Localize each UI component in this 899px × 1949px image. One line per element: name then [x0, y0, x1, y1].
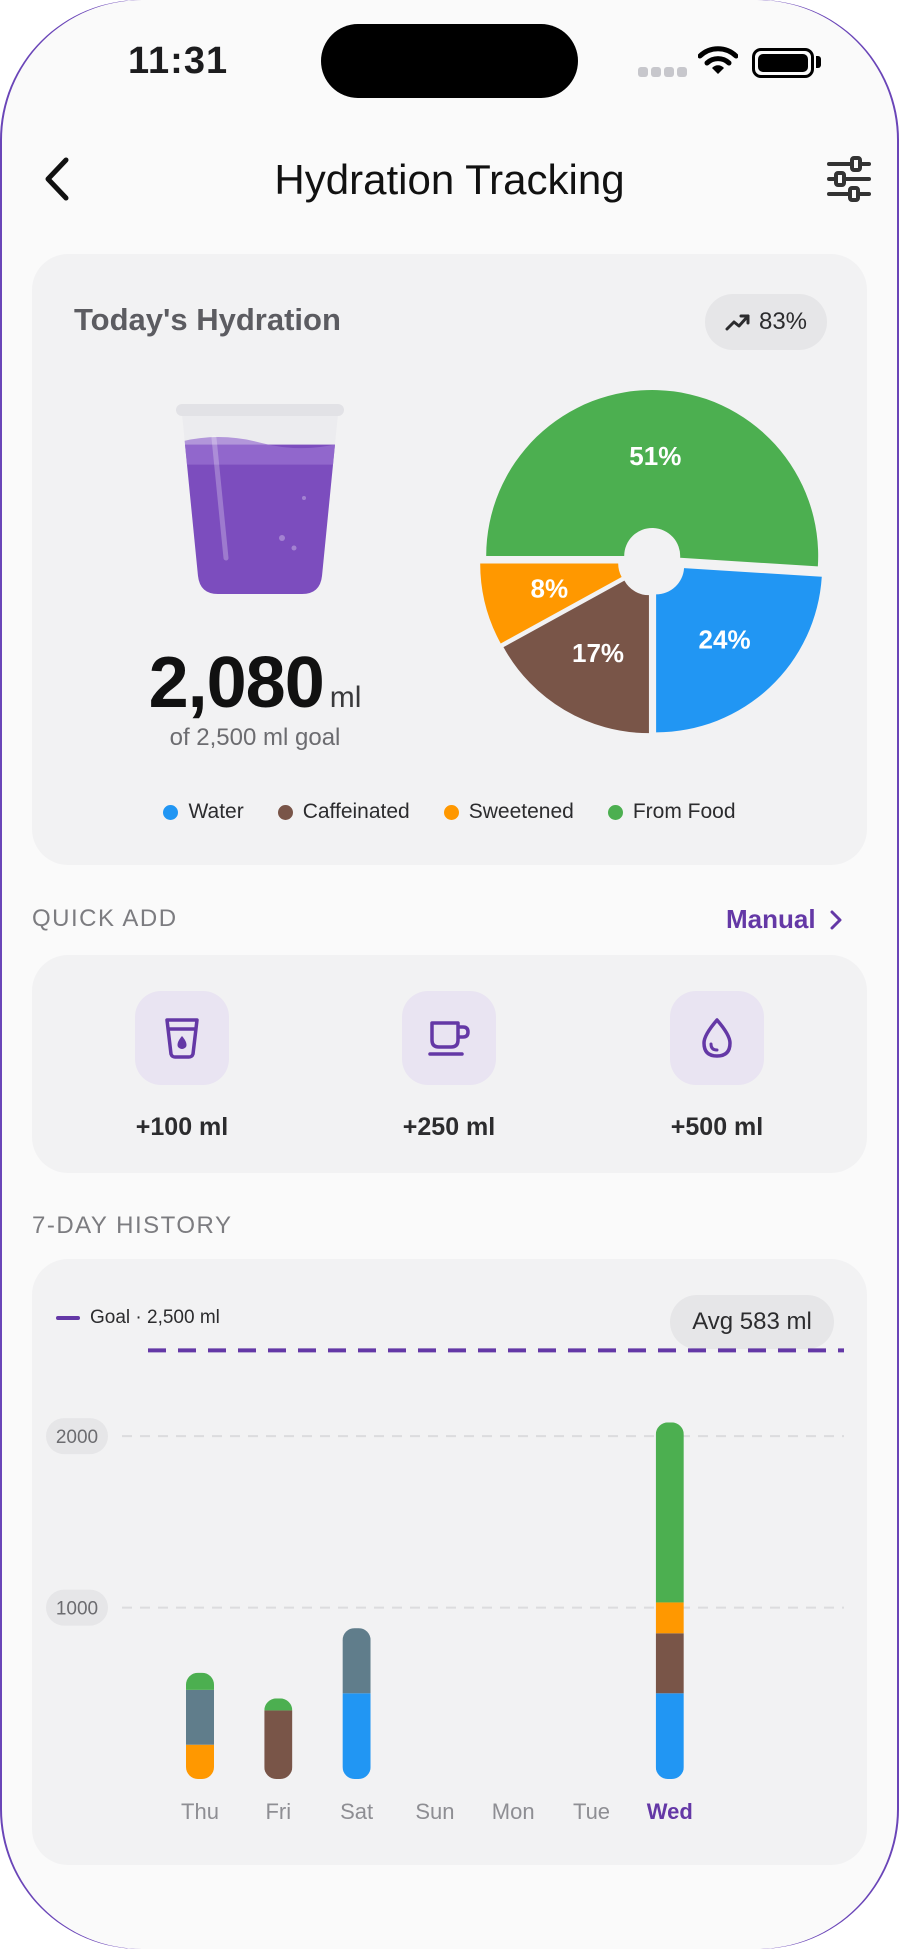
- legend-item-water: Water: [163, 800, 244, 824]
- legend-swatch: [443, 804, 459, 820]
- nav-header: Hydration Tracking: [0, 140, 899, 220]
- history-bar-chart: 1000 2000 Thu Fri Sat Sun Mon Tue Wed: [46, 1348, 844, 1824]
- legend-label: Water: [188, 800, 244, 823]
- trend-value: 83%: [758, 308, 808, 335]
- battery-cap: [816, 56, 821, 68]
- status-time: 11:31: [128, 40, 229, 82]
- pie-legend: Water Caffeinated Sweetened From Food: [32, 800, 867, 824]
- today-title: Today's Hydration: [74, 302, 341, 337]
- bar-segment: [186, 1672, 214, 1690]
- add-100ml-button[interactable]: +100 ml: [92, 991, 272, 1142]
- hydration-pie-chart: 51% 24% 17% 8%: [480, 390, 822, 734]
- bar-segment: [655, 1633, 684, 1694]
- legend-label: Sweetened: [468, 800, 574, 823]
- bar-segment: [264, 1698, 293, 1711]
- filter-sliders-icon[interactable]: [826, 156, 872, 202]
- bar-segment: [655, 1422, 684, 1603]
- pie-label-water: 24%: [699, 624, 751, 654]
- x-label-wed: Wed: [647, 1799, 693, 1824]
- history-heading: 7-DAY HISTORY: [32, 1212, 233, 1239]
- bar-segment: [264, 1710, 293, 1779]
- back-arrow-icon[interactable]: [36, 154, 80, 204]
- goal-subtitle: of 2,500 ml goal: [169, 724, 341, 751]
- goal-legend-label: Goal · 2,500 ml: [90, 1307, 220, 1328]
- legend-item-sweetened: Sweetened: [443, 800, 574, 824]
- manual-label: Manual: [726, 904, 816, 934]
- wifi-icon: [698, 46, 738, 74]
- legend-swatch: [163, 804, 179, 820]
- legend-swatch: [277, 804, 293, 820]
- page-title: Hydration Tracking: [274, 156, 625, 203]
- pie-slice-caffeinated: [503, 580, 649, 734]
- bar-segment: [186, 1689, 214, 1745]
- amount-value: 2,080: [148, 643, 325, 723]
- y-tick-pill: [46, 1418, 108, 1455]
- coffee-cup-icon: [402, 991, 496, 1085]
- quick-add-heading: QUICK ADD: [32, 905, 178, 932]
- quick-add-card: +100 ml +250 ml +500 ml: [32, 955, 867, 1173]
- goal-legend: Goal · 2,500 ml: [56, 1307, 220, 1329]
- amount-unit: ml: [329, 681, 362, 714]
- y-tick-label: 2000: [56, 1427, 98, 1448]
- pie-label-sweetened: 8%: [531, 573, 569, 603]
- today-amount: 2,080 ml: [32, 642, 478, 724]
- glass-drop-icon: [135, 991, 229, 1085]
- bar-segment: [186, 1744, 214, 1779]
- legend-label: From Food: [632, 800, 736, 823]
- legend-item-caffeinated: Caffeinated: [277, 800, 410, 824]
- manual-entry-link[interactable]: Manual: [726, 904, 842, 935]
- chevron-right-icon: [830, 910, 842, 929]
- bar-segment: [655, 1602, 684, 1634]
- bar-segment: [655, 1693, 684, 1779]
- bar-fri: [264, 1698, 293, 1779]
- bar-thu: [186, 1672, 214, 1779]
- x-label-mon: Mon: [492, 1799, 535, 1824]
- pie-slice-sweetened: [480, 563, 622, 644]
- goal-line-swatch: [56, 1316, 80, 1320]
- x-label-fri: Fri: [265, 1799, 291, 1824]
- pie-slice-water: [656, 568, 822, 733]
- bar-sat: [342, 1628, 371, 1779]
- add-100ml-label: +100 ml: [135, 1113, 229, 1141]
- bar-wed: [655, 1422, 684, 1779]
- y-tick-label: 1000: [56, 1599, 98, 1620]
- add-250ml-label: +250 ml: [402, 1113, 496, 1141]
- dynamic-island: [321, 24, 578, 98]
- add-500ml-label: +500 ml: [670, 1113, 764, 1141]
- trend-badge: 83%: [705, 294, 827, 350]
- average-badge: Avg 583 ml: [670, 1295, 834, 1349]
- add-250ml-button[interactable]: +250 ml: [359, 991, 539, 1142]
- history-card: Goal · 2,500 ml Avg 583 ml 1000 2000 Thu Fr…: [32, 1259, 867, 1865]
- add-500ml-button[interactable]: +500 ml: [627, 991, 807, 1142]
- water-drop-icon: [670, 991, 764, 1085]
- battery-icon: [752, 48, 814, 78]
- bar-segment: [342, 1693, 371, 1779]
- legend-swatch: [607, 804, 623, 820]
- pie-label-from-food: 51%: [629, 441, 681, 471]
- x-label-sun: Sun: [415, 1799, 454, 1824]
- x-label-thu: Thu: [181, 1799, 219, 1824]
- cellular-signal-icon: [638, 64, 690, 82]
- pie-label-caffeinated: 17%: [572, 638, 624, 668]
- pie-slice-from-food: [486, 390, 819, 567]
- x-label-sat: Sat: [340, 1799, 373, 1824]
- legend-item-from-food: From Food: [607, 800, 736, 824]
- today-hydration-card: Today's Hydration 83% 2,080 ml: [32, 254, 867, 865]
- y-tick-pill: [46, 1589, 108, 1626]
- legend-label: Caffeinated: [302, 800, 410, 823]
- water-cup-icon: [176, 404, 344, 594]
- trend-up-icon: [725, 314, 750, 331]
- x-label-tue: Tue: [573, 1799, 610, 1824]
- status-bar: 11:31: [0, 0, 899, 130]
- bar-segment: [342, 1628, 371, 1694]
